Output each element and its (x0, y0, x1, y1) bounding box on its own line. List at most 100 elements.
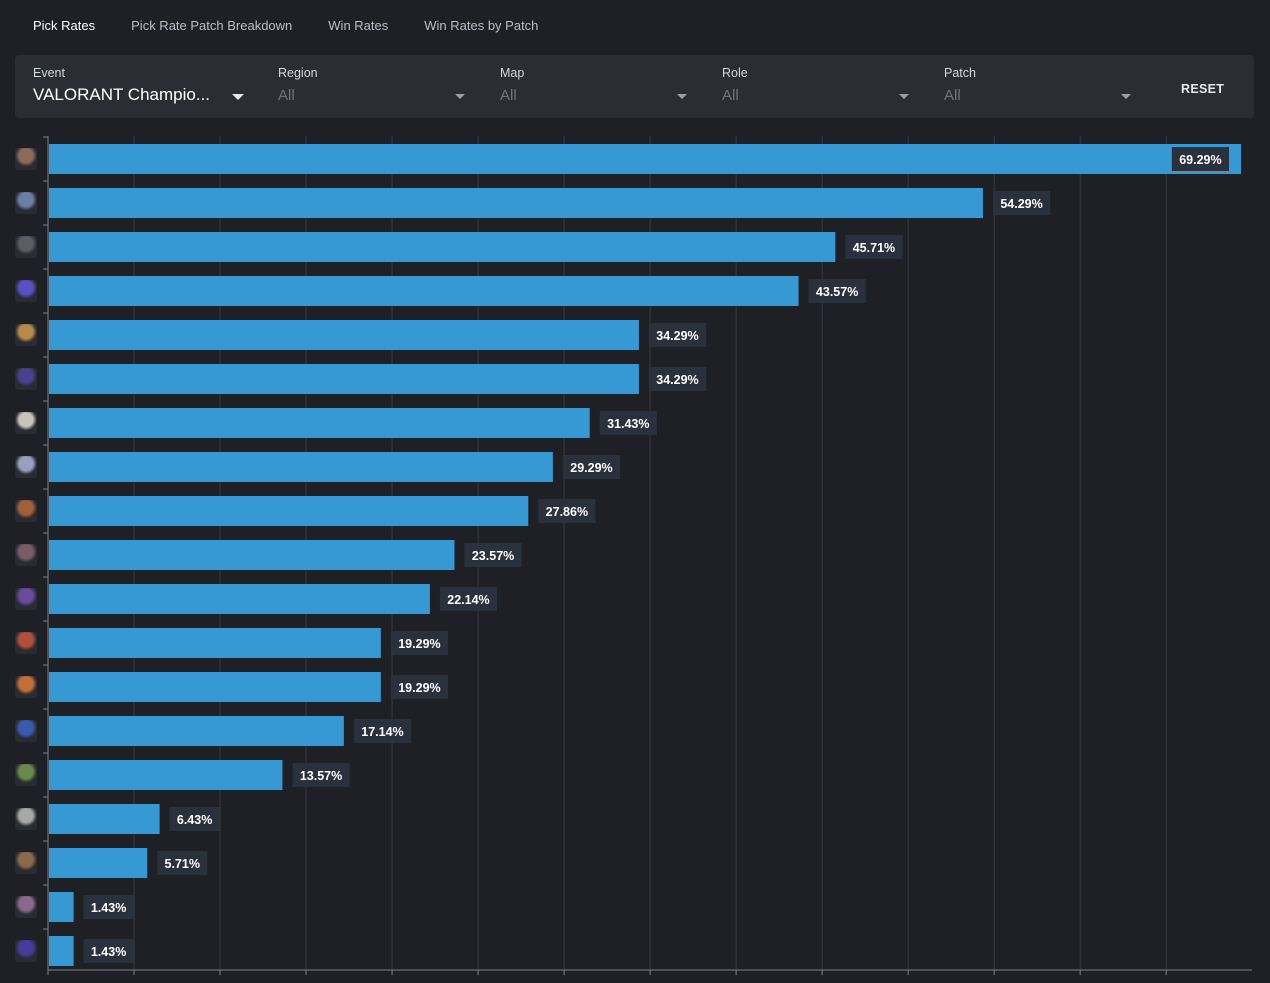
data-label-bg (353, 719, 412, 743)
data-label-bg (648, 323, 707, 347)
agent-portrait-icon (15, 368, 37, 390)
agent-portrait-icon (15, 324, 37, 346)
chevron-down-icon[interactable] (899, 94, 909, 99)
tab-pick-rate-patch-breakdown[interactable]: Pick Rate Patch Breakdown (131, 18, 293, 33)
bar (49, 364, 639, 394)
patch-label: Patch (944, 66, 976, 80)
bar (49, 892, 74, 922)
pick-rate-chart: 69.29% 54.29% 45.71% 43.57% 34.29% 34.29% 31.4… (0, 130, 1270, 983)
region-label: Region (278, 66, 318, 80)
bar (49, 320, 639, 350)
data-label-bg (562, 455, 621, 479)
bar (49, 188, 983, 218)
map-value: All (500, 87, 517, 104)
data-label-bg (390, 675, 449, 699)
data-label: 1.43% (91, 945, 126, 959)
data-label-bg (538, 499, 596, 523)
role-select[interactable]: Role All (722, 55, 912, 118)
data-label-bg (599, 411, 657, 435)
patch-select[interactable]: Patch All (944, 55, 1134, 118)
bar (49, 276, 799, 306)
data-label-bg (169, 807, 220, 831)
map-label: Map (500, 66, 525, 80)
data-label: 19.29% (398, 637, 440, 651)
agent-portrait-icon (15, 588, 37, 610)
data-label: 54.29% (1000, 197, 1042, 211)
data-label-bg (1171, 147, 1229, 171)
agent-portrait-icon (15, 852, 37, 874)
region-select[interactable]: Region All (278, 55, 468, 118)
agent-portrait-icon (15, 896, 37, 918)
data-label: 34.29% (656, 329, 698, 343)
tab-bar: Pick Rates Pick Rate Patch Breakdown Win… (15, 0, 556, 52)
agent-portrait-icon (15, 632, 37, 654)
data-label: 19.29% (398, 681, 440, 695)
agent-portrait-icon (15, 808, 37, 830)
bar (49, 848, 148, 878)
chevron-down-icon[interactable] (455, 94, 465, 99)
data-label: 5.71% (165, 857, 200, 871)
agent-portrait-icon (15, 280, 37, 302)
data-label: 43.57% (816, 285, 858, 299)
agent-portrait-icon (15, 412, 37, 434)
chevron-down-icon[interactable] (232, 94, 244, 100)
data-label: 31.43% (607, 417, 649, 431)
agent-portrait-icon (15, 940, 37, 962)
data-label: 29.29% (570, 461, 612, 475)
agent-portrait-icon (15, 500, 37, 522)
data-label: 23.57% (472, 549, 514, 563)
event-value: VALORANT Champio... (33, 85, 210, 104)
tab-win-rates-by-patch[interactable]: Win Rates by Patch (424, 18, 539, 33)
role-label: Role (722, 66, 748, 80)
data-label-bg (845, 235, 903, 259)
data-label: 13.57% (300, 769, 342, 783)
bar (49, 452, 553, 482)
event-select[interactable]: Event VALORANT Champio... (33, 55, 248, 118)
data-label: 45.71% (853, 241, 895, 255)
reset-button[interactable]: RESET (1181, 82, 1225, 96)
data-label: 6.43% (177, 813, 212, 827)
data-label: 22.14% (447, 593, 489, 607)
bar (49, 760, 283, 790)
data-label-bg (83, 939, 134, 963)
data-label-bg (648, 367, 707, 391)
tab-win-rates[interactable]: Win Rates (328, 18, 389, 33)
filter-bar: Event VALORANT Champio... Region All Map… (15, 55, 1254, 118)
map-select[interactable]: Map All (500, 55, 690, 118)
bar (49, 584, 430, 614)
agent-portrait-icon (15, 544, 37, 566)
agent-portrait-icon (15, 720, 37, 742)
region-value: All (278, 87, 295, 104)
data-label: 17.14% (361, 725, 403, 739)
agent-portrait-icon (15, 236, 37, 258)
data-label-bg (992, 191, 1051, 215)
data-label-bg (390, 631, 449, 655)
data-label: 34.29% (656, 373, 698, 387)
data-label: 27.86% (546, 505, 588, 519)
bar (49, 144, 1241, 174)
event-label: Event (33, 66, 65, 80)
agent-portrait-icon (15, 676, 37, 698)
bar (49, 496, 529, 526)
bar (49, 936, 74, 966)
data-label: 1.43% (91, 901, 126, 915)
bar (49, 408, 590, 438)
data-label: 69.29% (1179, 153, 1221, 167)
bar (49, 628, 381, 658)
agent-portrait-icon (15, 192, 37, 214)
data-label-bg (157, 851, 208, 875)
patch-value: All (944, 87, 961, 104)
bar (49, 232, 836, 262)
tab-pick-rates[interactable]: Pick Rates (33, 18, 96, 33)
role-value: All (722, 87, 739, 104)
bar (49, 540, 455, 570)
bar (49, 804, 160, 834)
data-label-bg (292, 763, 350, 787)
chevron-down-icon[interactable] (1121, 94, 1131, 99)
pick-rate-bar-chart: 69.29% 54.29% 45.71% 43.57% 34.29% 34.29% 31.4… (43, 136, 1252, 975)
data-label-bg (439, 587, 498, 611)
bar (49, 672, 381, 702)
agent-portrait-icon (15, 148, 37, 170)
chevron-down-icon[interactable] (677, 94, 687, 99)
agent-portrait-icon (15, 456, 37, 478)
